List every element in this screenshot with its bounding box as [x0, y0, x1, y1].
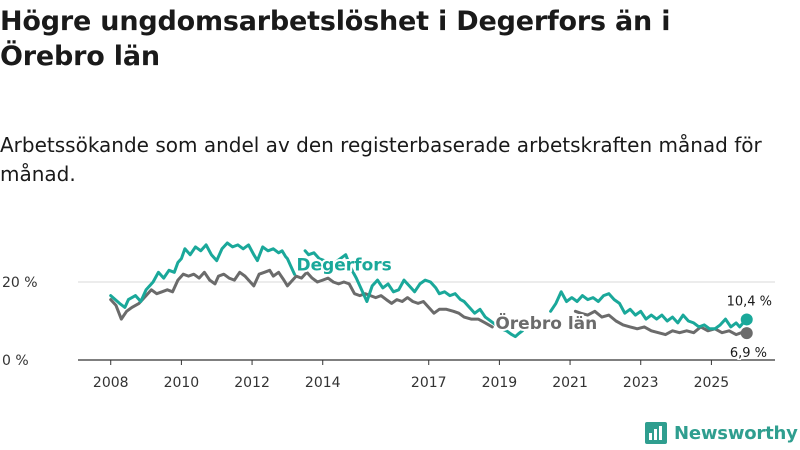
- x-tick-label: 2017: [411, 375, 447, 391]
- series-labels: Degerfors Örebro län 10,4 % 6,9 %: [294, 253, 772, 362]
- degerfors-line-segment: [303, 249, 524, 339]
- x-tick-label: 2019: [482, 375, 518, 391]
- axes: 0 % 20 % 2008 2010 2012 2014 2017 2019 2021 2023 2…: [2, 275, 775, 391]
- x-tick-label: 2023: [623, 375, 659, 391]
- degerfors-line-segment: [109, 241, 296, 309]
- degerfors-series-label: Degerfors: [296, 255, 391, 275]
- degerfors-line-segment: [549, 290, 749, 331]
- orebro-line-segment: [109, 268, 494, 329]
- x-tick-label: 2014: [305, 375, 341, 391]
- newsworthy-brand[interactable]: Newsworthy: [644, 419, 798, 447]
- x-tick-label: 2008: [93, 375, 129, 391]
- orebro-line-segment: [573, 309, 749, 337]
- orebro-end-value-label: 6,9 %: [730, 346, 767, 361]
- y-tick-label: 0 %: [2, 353, 29, 369]
- degerfors-end-value-label: 10,4 %: [727, 294, 772, 309]
- y-tick-label: 20 %: [2, 275, 38, 291]
- chart-subtitle: Arbetssökande som andel av den registerb…: [0, 133, 762, 186]
- newsworthy-logo-icon: [645, 422, 667, 444]
- orebro-end-point: [740, 327, 753, 340]
- x-tick-label: 2010: [164, 375, 200, 391]
- orebro-series-label: Örebro län: [495, 312, 597, 334]
- series-lines: [109, 241, 753, 340]
- brand-name: Newsworthy: [674, 422, 798, 444]
- x-tick-label: 2012: [234, 375, 270, 391]
- x-tick-label: 2025: [694, 375, 730, 391]
- chart-title: Högre ungdomsarbetslöshet i Degerfors än…: [0, 6, 671, 72]
- degerfors-end-point: [740, 313, 753, 326]
- x-tick-label: 2021: [552, 375, 588, 391]
